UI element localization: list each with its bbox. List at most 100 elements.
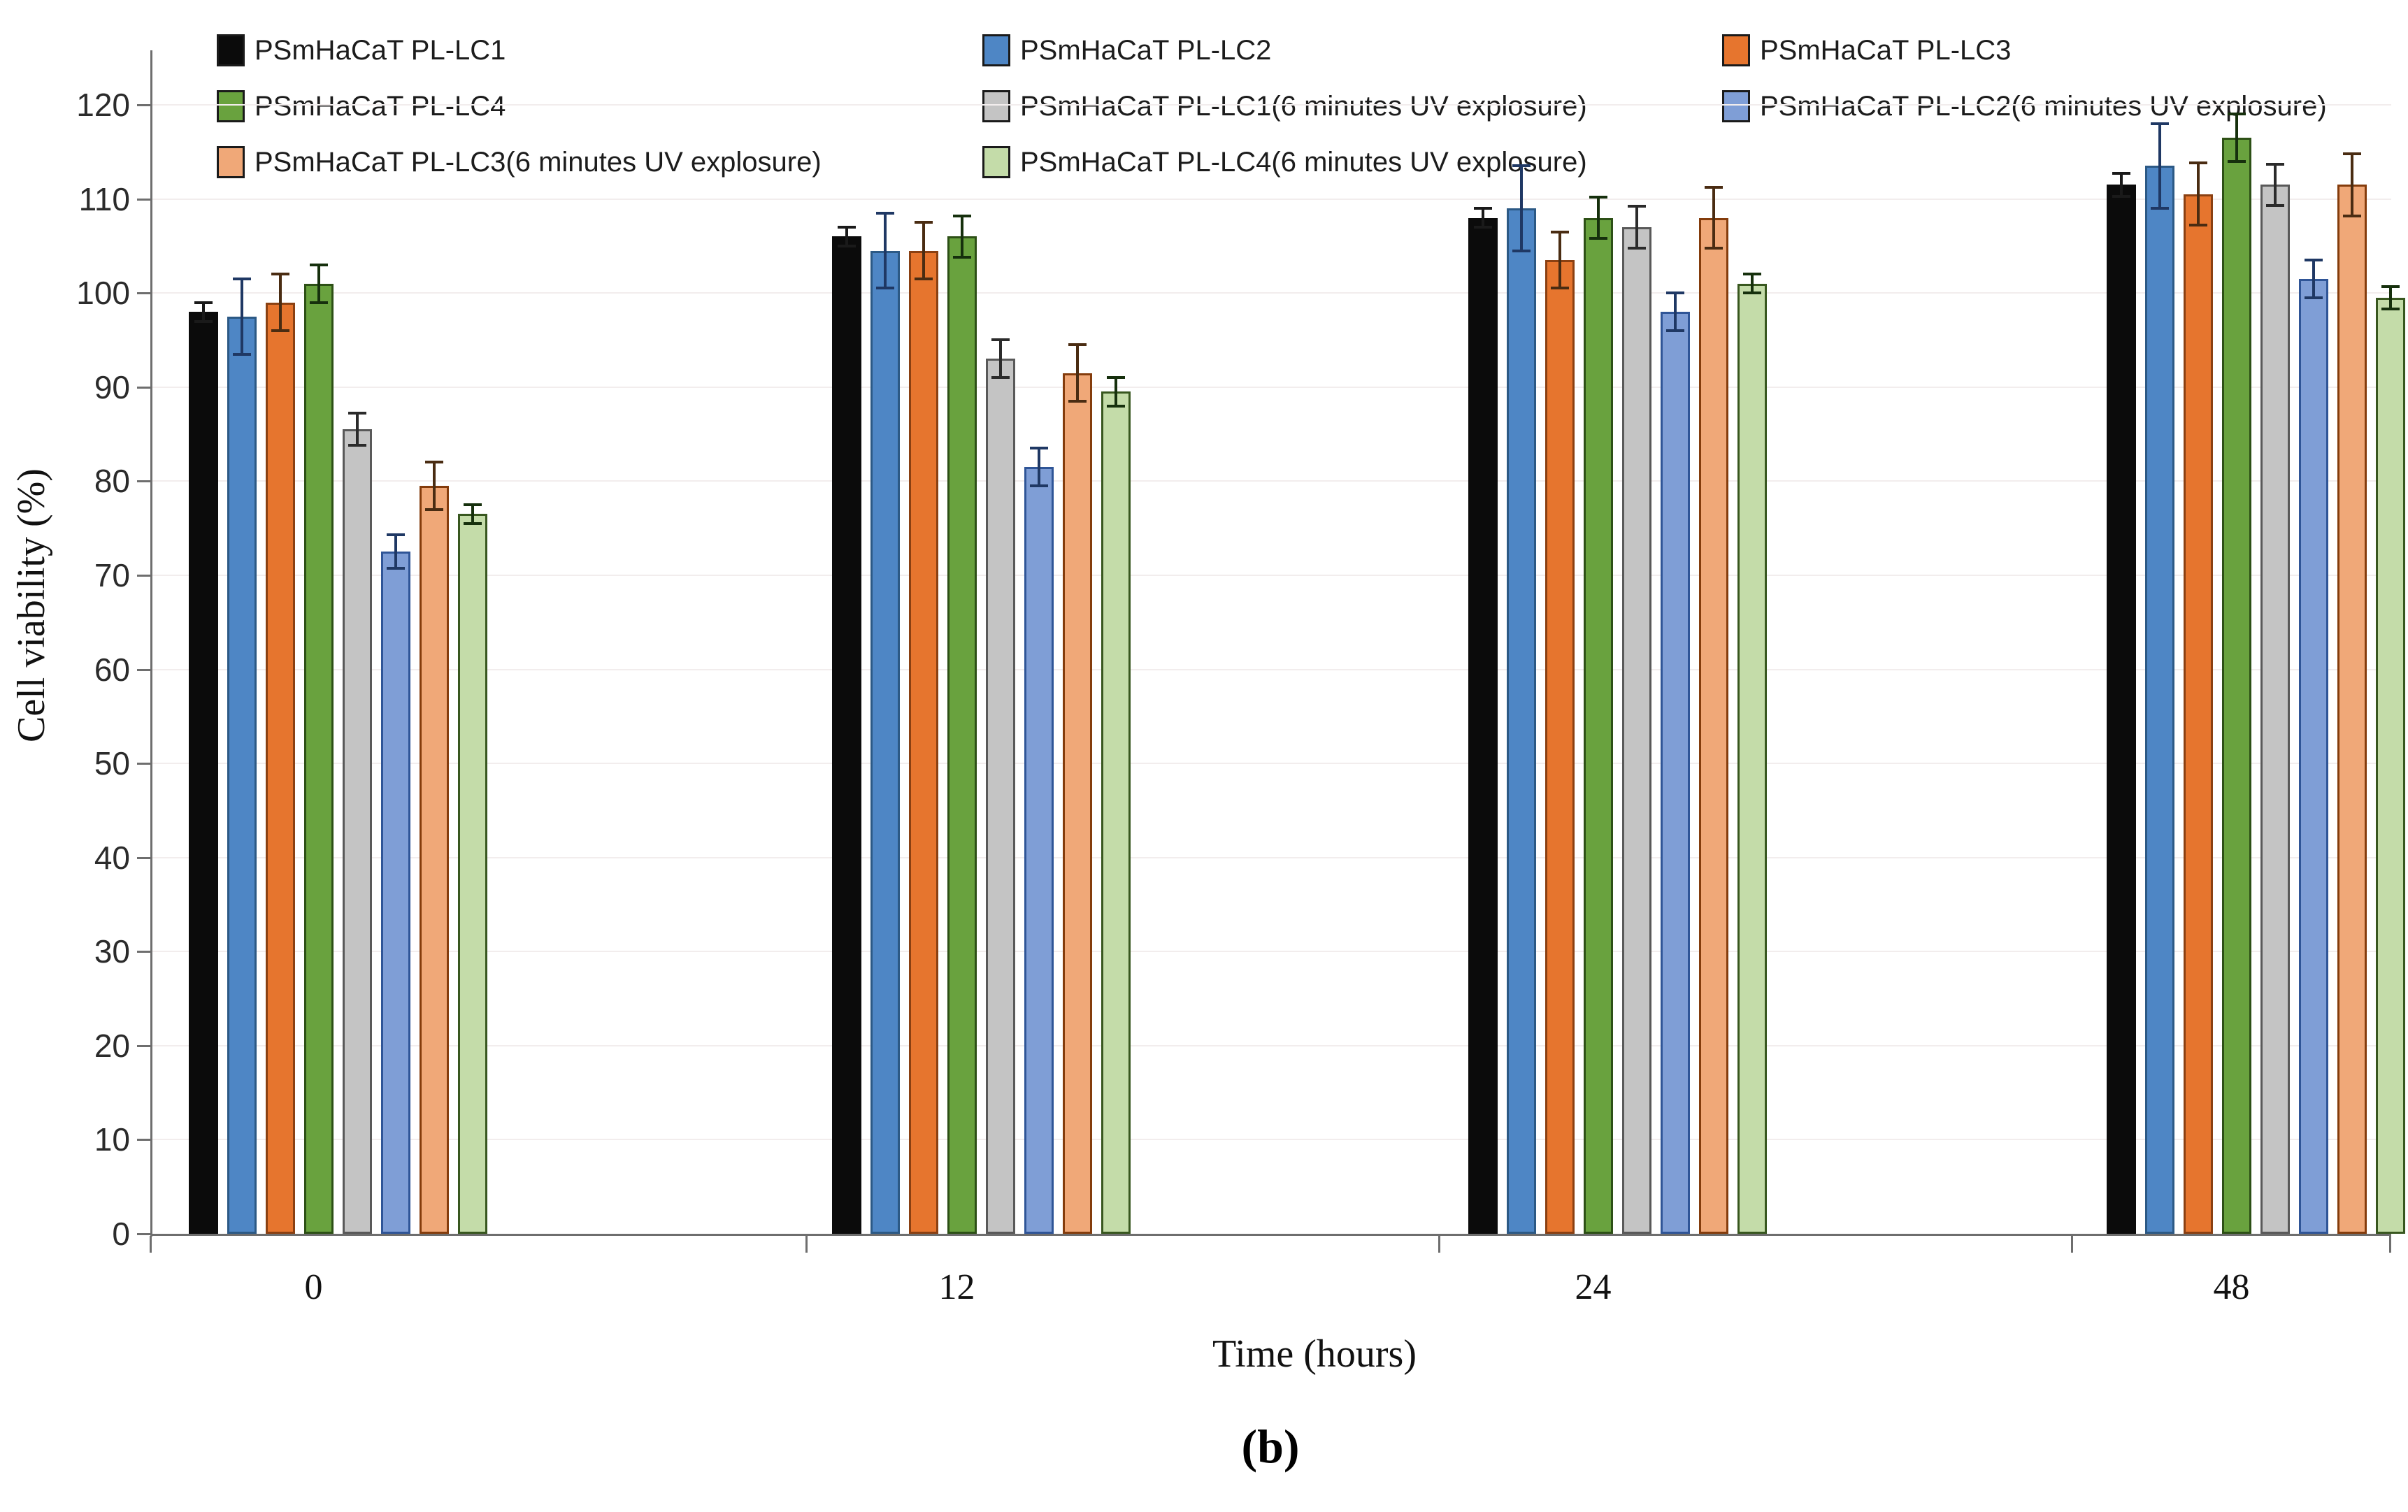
legend-label: PSmHaCaT PL-LC4(6 minutes UV explosure)	[1020, 146, 1587, 178]
y-axis-tick-mark	[137, 1233, 150, 1235]
error-bar-cap	[2381, 285, 2400, 288]
bar-psmhacat-pl-lc4-t0	[304, 283, 334, 1234]
bar-psmhacat-pl-lc4-t12	[947, 236, 977, 1234]
error-bar	[279, 274, 282, 331]
error-bar-cap	[2343, 214, 2361, 217]
error-bar-cap	[953, 256, 971, 259]
error-bar	[845, 226, 848, 246]
error-bar-cap	[2305, 296, 2323, 299]
error-bar-cap	[2228, 159, 2246, 163]
gridline	[152, 386, 2391, 388]
error-bar	[433, 462, 436, 510]
error-bar-cap	[2151, 207, 2169, 210]
legend-label: PSmHaCaT PL-LC2(6 minutes UV explosure)	[1760, 90, 2327, 122]
error-bar-cap	[271, 273, 289, 276]
error-bar-cap	[271, 329, 289, 332]
error-bar	[1076, 345, 1079, 401]
error-bar-cap	[1589, 195, 1607, 199]
legend-swatch-icon	[217, 90, 245, 122]
legend-swatch-icon	[217, 146, 245, 178]
legend-item: PSmHaCaT PL-LC2(6 minutes UV explosure)	[1722, 87, 2327, 126]
error-bar-cap	[1030, 484, 1048, 488]
gridline	[152, 951, 2391, 953]
gridline	[152, 856, 2391, 858]
error-bar	[999, 340, 1002, 378]
legend-item: PSmHaCaT PL-LC1(6 minutes UV explosure)	[982, 87, 1587, 126]
legend-label: PSmHaCaT PL-LC1(6 minutes UV explosure)	[1020, 90, 1587, 122]
error-bar-cap	[1743, 273, 1761, 276]
y-axis-tick-mark	[137, 856, 150, 859]
y-axis-tick-mark	[137, 951, 150, 953]
error-bar-cap	[348, 444, 366, 447]
x-tick-label: 12	[938, 1267, 975, 1307]
error-bar-cap	[2343, 152, 2361, 155]
x-tick-label: 24	[1575, 1267, 1612, 1307]
bar-psmhacat-pl-lc4-6-minutes-uv-explosure--t48	[2376, 297, 2405, 1234]
bar-psmhacat-pl-lc2-6-minutes-uv-explosure--t24	[1661, 312, 1690, 1234]
error-bar-cap	[1705, 246, 1723, 250]
legend-item: PSmHaCaT PL-LC3	[1722, 31, 2011, 70]
bar-psmhacat-pl-lc4-6-minutes-uv-explosure--t12	[1101, 391, 1131, 1234]
error-bar	[202, 302, 205, 322]
error-bar-cap	[2305, 259, 2323, 262]
y-tick-label: 50	[94, 745, 130, 782]
error-bar-cap	[464, 521, 482, 525]
bar-psmhacat-pl-lc3-t48	[2184, 194, 2213, 1234]
bar-psmhacat-pl-lc3-t24	[1545, 260, 1575, 1234]
error-bar-cap	[1743, 291, 1761, 295]
error-bar-cap	[233, 277, 251, 280]
bar-psmhacat-pl-lc3-t0	[266, 302, 295, 1234]
gridline	[152, 292, 2391, 294]
error-bar	[2389, 286, 2392, 310]
y-axis-tick-mark	[137, 292, 150, 295]
error-bar	[1635, 206, 1638, 248]
error-bar-cap	[425, 507, 443, 511]
gridline	[152, 1044, 2391, 1046]
y-tick-label: 0	[112, 1216, 130, 1252]
bar-psmhacat-pl-lc4-6-minutes-uv-explosure--t24	[1737, 283, 1767, 1234]
legend-swatch-icon	[982, 34, 1010, 66]
error-bar-cap	[2189, 224, 2207, 227]
x-axis-title: Time (hours)	[1212, 1332, 1417, 1376]
error-bar-cap	[1666, 291, 1684, 295]
y-tick-label: 70	[94, 556, 130, 593]
error-bar-cap	[425, 461, 443, 464]
x-tick-label: 0	[304, 1267, 323, 1307]
error-bar-cap	[310, 263, 328, 266]
error-bar-cap	[838, 244, 856, 247]
x-axis-tick-mark	[2071, 1236, 2073, 1253]
error-bar-cap	[1474, 207, 1492, 210]
x-axis-tick-mark	[150, 1236, 152, 1253]
bar-psmhacat-pl-lc3-6-minutes-uv-explosure--t12	[1063, 373, 1092, 1234]
y-axis-tick-mark	[137, 1139, 150, 1142]
error-bar	[2351, 153, 2353, 216]
y-axis-tick-mark	[137, 386, 150, 389]
y-axis-line	[150, 50, 152, 1237]
x-axis-tick-mark	[2389, 1236, 2391, 1253]
gridline	[152, 668, 2391, 670]
error-bar	[2120, 173, 2123, 196]
bar-psmhacat-pl-lc1-6-minutes-uv-explosure--t24	[1622, 226, 1651, 1234]
legend-item: PSmHaCaT PL-LC3(6 minutes UV explosure)	[217, 143, 822, 182]
error-bar	[1038, 448, 1040, 487]
error-bar	[1115, 377, 1117, 406]
gridline	[152, 480, 2391, 482]
error-bar-cap	[1474, 225, 1492, 229]
y-tick-label: 110	[78, 180, 130, 217]
bar-psmhacat-pl-lc2-t48	[2145, 166, 2174, 1234]
y-axis-title: Cell viability (%)	[10, 468, 53, 742]
bar-psmhacat-pl-lc2-6-minutes-uv-explosure--t12	[1024, 467, 1054, 1234]
error-bar	[356, 413, 359, 446]
error-bar-cap	[194, 319, 213, 323]
error-bar	[961, 215, 963, 257]
error-bar	[2197, 163, 2200, 226]
error-bar-cap	[194, 301, 213, 304]
bar-psmhacat-pl-lc3-6-minutes-uv-explosure--t0	[420, 486, 449, 1234]
error-bar-cap	[310, 301, 328, 304]
y-axis-tick-mark	[137, 1044, 150, 1047]
error-bar	[1674, 293, 1677, 331]
legend-swatch-icon	[1722, 90, 1750, 122]
error-bar-cap	[915, 221, 933, 224]
